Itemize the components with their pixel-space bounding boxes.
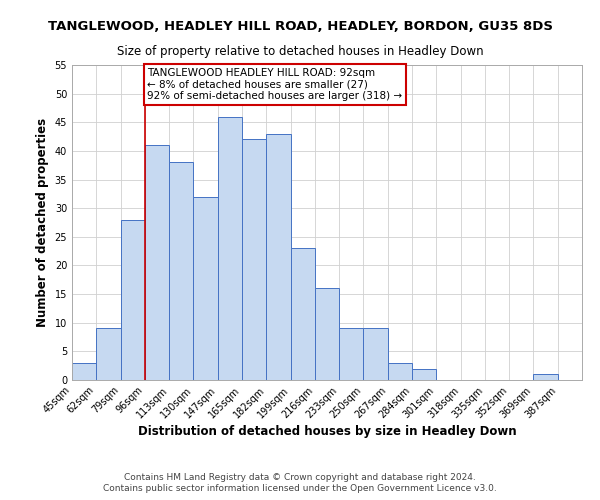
Bar [388,363,412,380]
Text: TANGLEWOOD, HEADLEY HILL ROAD, HEADLEY, BORDON, GU35 8DS: TANGLEWOOD, HEADLEY HILL ROAD, HEADLEY, … [47,20,553,33]
Y-axis label: Number of detached properties: Number of detached properties [36,118,49,327]
Bar [290,248,315,380]
Text: Contains public sector information licensed under the Open Government Licence v3: Contains public sector information licen… [103,484,497,493]
Bar [364,328,388,380]
Bar [533,374,558,380]
Bar [242,140,266,380]
Bar [193,196,218,380]
Bar [169,162,193,380]
Bar [412,368,436,380]
Bar [145,145,169,380]
Text: TANGLEWOOD HEADLEY HILL ROAD: 92sqm
← 8% of detached houses are smaller (27)
92%: TANGLEWOOD HEADLEY HILL ROAD: 92sqm ← 8%… [147,68,403,101]
Text: Size of property relative to detached houses in Headley Down: Size of property relative to detached ho… [116,45,484,58]
Bar [266,134,290,380]
Bar [72,363,96,380]
Bar [315,288,339,380]
Bar [121,220,145,380]
Bar [96,328,121,380]
Text: Contains HM Land Registry data © Crown copyright and database right 2024.: Contains HM Land Registry data © Crown c… [124,472,476,482]
Bar [218,116,242,380]
Bar [339,328,364,380]
X-axis label: Distribution of detached houses by size in Headley Down: Distribution of detached houses by size … [137,426,517,438]
